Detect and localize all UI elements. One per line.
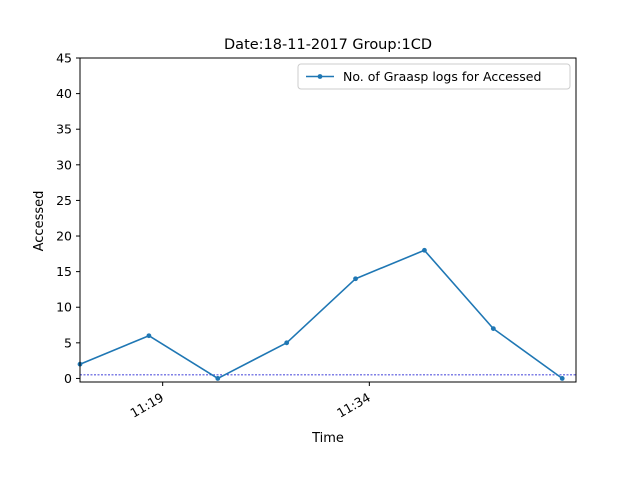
legend: No. of Graasp logs for Accessed: [297, 63, 571, 90]
y-axis: 0 5 10 15 20 25 30 35 40 45: [56, 51, 80, 386]
y-tick-label: 5: [64, 335, 72, 350]
x-axis: 11:19 11:34: [127, 382, 373, 421]
y-tick-label: 25: [56, 193, 72, 208]
plot-area: [77, 57, 577, 383]
y-tick-label: 30: [56, 157, 72, 172]
plot-frame: [79, 57, 577, 383]
data-point: [215, 376, 221, 381]
x-tick-label: 11:34: [334, 390, 373, 421]
legend-marker: [317, 74, 323, 79]
y-tick-label: 20: [56, 229, 72, 244]
data-point: [490, 326, 496, 331]
y-tick-label: 45: [56, 51, 72, 66]
y-tick-label: 35: [56, 122, 72, 137]
chart-title: Date:18-11-2017 Group:1CD: [224, 37, 432, 53]
data-point: [353, 276, 358, 282]
data-point: [146, 333, 152, 339]
data-point: [559, 376, 565, 381]
y-tick-label: 15: [56, 264, 72, 279]
x-axis-label: Time: [311, 431, 344, 446]
series-line: [79, 249, 563, 380]
x-tick-label: 11:19: [127, 390, 166, 421]
legend-box: [297, 63, 571, 90]
y-tick-label: 40: [56, 86, 72, 101]
y-tick-label: 10: [56, 300, 72, 315]
y-tick-label: 0: [64, 371, 72, 386]
y-axis-label: Accessed: [32, 191, 47, 252]
data-point: [284, 340, 290, 346]
data-point: [422, 247, 427, 253]
legend-label: No. of Graasp logs for Accessed: [343, 69, 541, 84]
